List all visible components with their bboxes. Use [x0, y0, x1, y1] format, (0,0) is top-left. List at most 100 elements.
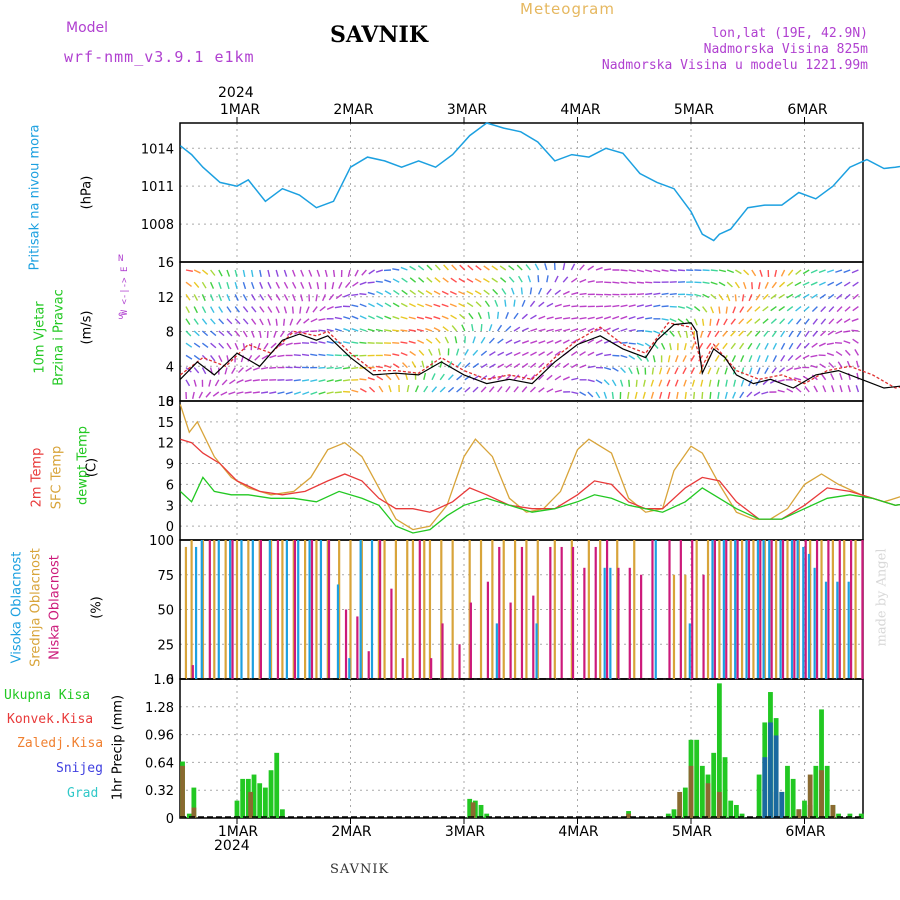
wind-arrow: [612, 327, 620, 332]
wind-arrow: [234, 342, 239, 350]
wind-arrow: [546, 275, 549, 283]
wind-arrow: [827, 293, 835, 300]
wind-arrow: [726, 294, 731, 302]
wind-arrow: [795, 269, 802, 276]
wind-arrow: [693, 391, 696, 400]
cloud-mid-bar: [729, 540, 732, 679]
wind-arrow: [794, 281, 802, 287]
cloud-mid-bar: [428, 540, 432, 679]
wind-arrow: [693, 318, 698, 326]
cloud-high-bar: [535, 623, 538, 679]
wind-arrow: [324, 269, 328, 277]
wind-arrow: [739, 391, 745, 399]
cloud-low-bar: [458, 644, 461, 679]
wind-arrow: [579, 316, 587, 320]
wind-arrow: [359, 388, 367, 393]
wind-arrow: [234, 282, 238, 290]
wind-arrow: [185, 330, 192, 337]
wind-arrow: [854, 349, 860, 356]
wind-arrow: [811, 306, 818, 313]
precip-total-bar: [711, 752, 717, 818]
wind-arrow: [708, 379, 712, 387]
wind-arrow: [787, 269, 794, 276]
cloud-high-bar: [711, 540, 714, 679]
wind-arrow: [709, 318, 712, 326]
wind-arrow: [554, 303, 562, 308]
cloud-low-bar: [850, 540, 853, 679]
wind-arrow: [786, 388, 794, 393]
wind-arrow: [367, 291, 375, 296]
wind-arrow: [384, 302, 392, 308]
wind-arrow: [844, 306, 851, 312]
cloud-mid-bar: [820, 540, 823, 679]
wind-arrow: [449, 290, 457, 296]
year-bottom: 2024: [214, 838, 250, 854]
cloud-mid-bar: [599, 540, 602, 679]
precip-total-bar: [734, 804, 739, 818]
wind-arrow: [185, 342, 193, 348]
wind-arrow: [753, 391, 761, 397]
wind-arrow: [201, 269, 209, 276]
cloud-mid-bar: [235, 540, 239, 679]
wind-arrow: [279, 330, 285, 338]
wind-arrow: [770, 293, 777, 300]
wind-arrow: [414, 385, 419, 393]
y-tick-label: 16: [157, 256, 174, 271]
wind-arrow: [234, 294, 239, 302]
wind-arrow: [780, 355, 786, 362]
wind-arrow: [273, 330, 277, 338]
wind-arrow: [761, 391, 769, 395]
wind-arrow: [260, 391, 269, 394]
wind-arrow: [456, 386, 463, 393]
wind-arrow: [653, 292, 661, 296]
wind-arrow: [201, 294, 206, 302]
cloud-mid-bar: [633, 540, 636, 679]
wind-arrow: [546, 362, 553, 369]
wind-arrow: [226, 330, 233, 337]
wind-arrow: [521, 386, 528, 393]
wind-arrow: [754, 330, 761, 337]
wind-arrow: [677, 269, 686, 272]
wind-arrow: [351, 366, 359, 370]
wind-arrow: [743, 269, 750, 276]
cloud-mid-bar: [292, 540, 295, 679]
wind-arrow: [275, 306, 280, 314]
wind-arrow: [416, 316, 424, 320]
wind-arrow: [300, 269, 305, 277]
cloud-low-bar: [861, 540, 864, 679]
wind-arrow: [433, 316, 441, 320]
cloud-low-bar: [804, 540, 807, 679]
wind-arrow: [769, 379, 777, 384]
wind-arrow: [579, 278, 587, 283]
wind-arrow: [804, 386, 810, 393]
wind-arrow: [587, 339, 595, 344]
wind-arrow: [359, 378, 367, 381]
wind-arrow: [344, 281, 351, 289]
wind-arrow: [497, 338, 504, 344]
wind-arrow: [367, 315, 375, 320]
cloud-low-bar: [441, 623, 444, 679]
wind-arrow: [796, 342, 802, 350]
wind-arrow: [291, 281, 297, 289]
cloud-high-bar: [609, 567, 612, 679]
precip-total-bar: [722, 757, 728, 818]
x-day-label-top: 4MAR: [560, 102, 601, 118]
wind-arrow: [748, 367, 753, 375]
wind-arrow: [193, 367, 200, 374]
precip-total-bar: [858, 813, 864, 818]
wind-arrow: [334, 366, 342, 370]
wind-arrow: [305, 306, 310, 314]
wind-arrow: [513, 299, 516, 307]
wind-arrow: [686, 293, 694, 296]
wind-arrow: [546, 350, 554, 356]
wind-arrow: [546, 328, 554, 332]
cloud-mid-bar: [479, 540, 483, 679]
wind-arrow: [260, 366, 269, 370]
precip-total-bar: [790, 778, 796, 818]
cloud-low-bar: [713, 540, 716, 679]
wind-arrow: [674, 367, 679, 375]
cloud-low-bar: [367, 651, 370, 679]
wind-arrow: [650, 379, 655, 387]
wind-arrow: [554, 316, 563, 320]
cloud-high-bar: [790, 540, 794, 679]
